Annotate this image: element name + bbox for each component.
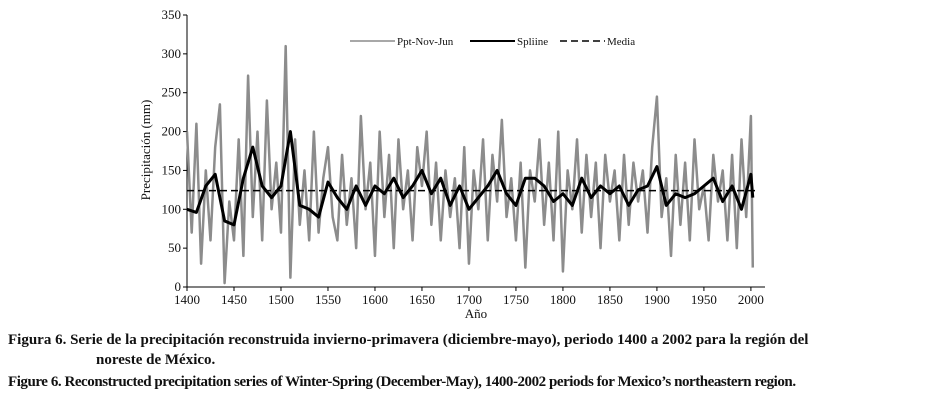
x-tick-label: 1500: [268, 292, 294, 307]
series-line: [186, 130, 755, 227]
x-tick-label: 1750: [503, 292, 529, 307]
legend-label: Media: [607, 36, 635, 48]
chart: Precipitación (mm) Año 0 50 100 150 200 250 30…: [138, 7, 765, 320]
x-tick-label: 2000: [738, 292, 764, 307]
x-tick-label: 1950: [691, 292, 717, 307]
y-tick-label: 300: [162, 46, 182, 61]
y-tick-label: 250: [162, 85, 182, 100]
caption: Figure 6. Reconstructed precipitation se…: [8, 374, 796, 390]
x-tick-label: 1850: [597, 292, 623, 307]
x-tick-label: 1900: [644, 292, 670, 307]
x-tick-label: 1450: [221, 292, 247, 307]
y-tick-label: 200: [162, 124, 182, 139]
y-tick-label: 350: [162, 7, 182, 22]
y-axis-label: Precipitación (mm): [138, 100, 153, 201]
x-tick-label: 1550: [315, 292, 341, 307]
y-tick-label: 100: [162, 201, 182, 216]
x-tick-label: 1400: [174, 292, 200, 307]
x-tick-label: 1800: [550, 292, 576, 307]
x-tick-label: 1600: [362, 292, 388, 307]
x-tick-label: 1700: [456, 292, 482, 307]
x-axis-label: Año: [465, 306, 487, 320]
series-line: [185, 44, 755, 285]
legend-label: Spliine: [517, 36, 548, 48]
y-tick-label: 50: [168, 240, 181, 255]
y-tick-label: 0: [175, 279, 182, 294]
x-tick-label: 1650: [409, 292, 435, 307]
legend-label: Ppt-Nov-Jun: [397, 36, 454, 48]
caption: Figura 6. Serie de la precipitación reco…: [8, 332, 809, 348]
caption: noreste de México.: [96, 352, 216, 368]
y-tick-label: 150: [162, 162, 182, 177]
